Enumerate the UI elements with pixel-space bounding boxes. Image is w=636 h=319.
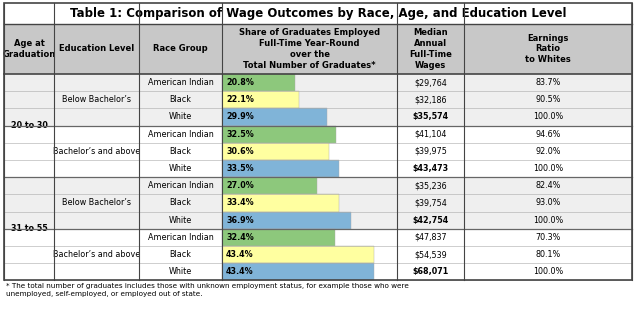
Text: 80.1%: 80.1% <box>536 250 560 259</box>
Text: 22.1%: 22.1% <box>226 95 254 104</box>
Bar <box>4 108 632 126</box>
Text: 31 to 55: 31 to 55 <box>11 224 47 233</box>
Text: 82.4%: 82.4% <box>536 181 561 190</box>
Text: 27.0%: 27.0% <box>226 181 254 190</box>
Text: 20 to 30: 20 to 30 <box>11 121 48 130</box>
Bar <box>222 246 374 263</box>
Text: Below Bachelor’s: Below Bachelor’s <box>62 95 131 104</box>
Text: 100.0%: 100.0% <box>533 216 563 225</box>
Bar <box>4 3 632 24</box>
Text: Below Bachelor’s: Below Bachelor’s <box>62 198 131 207</box>
Text: $29,764: $29,764 <box>414 78 447 87</box>
Text: Black: Black <box>170 198 191 207</box>
Bar <box>4 74 632 91</box>
Bar <box>222 211 351 229</box>
Text: 32.4%: 32.4% <box>226 233 254 242</box>
Text: 100.0%: 100.0% <box>533 113 563 122</box>
Text: * The total number of graduates includes those with unknown employment status, f: * The total number of graduates includes… <box>6 283 409 297</box>
Text: Black: Black <box>170 95 191 104</box>
Bar <box>222 108 327 126</box>
Bar <box>222 91 300 108</box>
Text: $39,975: $39,975 <box>414 147 447 156</box>
Bar <box>222 263 374 280</box>
Text: $35,236: $35,236 <box>414 181 447 190</box>
Bar <box>4 246 632 263</box>
Text: American Indian: American Indian <box>148 181 213 190</box>
Bar <box>4 3 632 280</box>
Text: $35,574: $35,574 <box>412 113 448 122</box>
Text: Race Group: Race Group <box>153 44 208 54</box>
Text: 36.9%: 36.9% <box>226 216 254 225</box>
Text: 30.6%: 30.6% <box>226 147 254 156</box>
Text: 20.8%: 20.8% <box>226 78 254 87</box>
Bar <box>4 229 632 246</box>
Text: 93.0%: 93.0% <box>536 198 561 207</box>
Text: 43.4%: 43.4% <box>226 267 254 276</box>
Text: White: White <box>169 164 192 173</box>
Text: 33.4%: 33.4% <box>226 198 254 207</box>
Text: American Indian: American Indian <box>148 233 213 242</box>
Text: 29.9%: 29.9% <box>226 113 254 122</box>
Bar <box>222 126 336 143</box>
Text: 33.5%: 33.5% <box>226 164 254 173</box>
Text: $42,754: $42,754 <box>412 216 448 225</box>
Text: Table 1: Comparison of Wage Outcomes by Race, Age, and Education Level: Table 1: Comparison of Wage Outcomes by … <box>70 7 566 20</box>
Bar <box>4 126 632 143</box>
Text: White: White <box>169 267 192 276</box>
Text: White: White <box>169 216 192 225</box>
Text: Black: Black <box>170 250 191 259</box>
Text: $43,473: $43,473 <box>412 164 448 173</box>
Text: 100.0%: 100.0% <box>533 164 563 173</box>
Text: $68,071: $68,071 <box>412 267 448 276</box>
Bar <box>4 91 632 108</box>
Bar <box>222 143 329 160</box>
Text: Share of Graduates Employed
Full-Time Year-Round
over the
Total Number of Gradua: Share of Graduates Employed Full-Time Ye… <box>239 28 380 70</box>
Text: White: White <box>169 113 192 122</box>
Text: $47,837: $47,837 <box>414 233 447 242</box>
Text: $39,754: $39,754 <box>414 198 447 207</box>
Text: 32.5%: 32.5% <box>226 130 254 139</box>
Bar <box>4 160 632 177</box>
Text: Bachelor’s and above: Bachelor’s and above <box>53 250 140 259</box>
Text: Earnings
Ratio
to Whites: Earnings Ratio to Whites <box>525 34 571 64</box>
Text: Bachelor’s and above: Bachelor’s and above <box>53 147 140 156</box>
Text: American Indian: American Indian <box>148 130 213 139</box>
Bar <box>222 177 317 194</box>
Bar <box>4 211 632 229</box>
Bar <box>4 263 632 280</box>
Text: 90.5%: 90.5% <box>536 95 561 104</box>
Text: 94.6%: 94.6% <box>536 130 561 139</box>
Text: Education Level: Education Level <box>59 44 134 54</box>
Text: 70.3%: 70.3% <box>536 233 561 242</box>
Bar <box>4 194 632 211</box>
Bar <box>222 229 335 246</box>
Text: Median
Annual
Full-Time
Wages: Median Annual Full-Time Wages <box>409 28 452 70</box>
Text: American Indian: American Indian <box>148 78 213 87</box>
Text: Black: Black <box>170 147 191 156</box>
Text: 43.4%: 43.4% <box>226 250 254 259</box>
Bar <box>222 194 339 211</box>
Text: $54,539: $54,539 <box>414 250 447 259</box>
Bar <box>4 24 632 74</box>
Text: 83.7%: 83.7% <box>536 78 561 87</box>
Bar <box>4 177 632 194</box>
Text: 92.0%: 92.0% <box>536 147 561 156</box>
Bar <box>4 143 632 160</box>
Bar <box>222 160 339 177</box>
Text: 100.0%: 100.0% <box>533 267 563 276</box>
Text: Age at
Graduation: Age at Graduation <box>3 39 55 59</box>
Bar <box>222 74 295 91</box>
Text: $41,104: $41,104 <box>414 130 446 139</box>
Text: $32,186: $32,186 <box>414 95 446 104</box>
